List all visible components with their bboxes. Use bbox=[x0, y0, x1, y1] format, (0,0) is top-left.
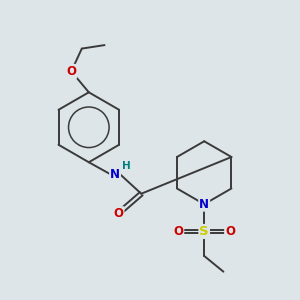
Text: O: O bbox=[173, 225, 183, 238]
Text: N: N bbox=[199, 198, 209, 211]
Text: O: O bbox=[225, 225, 235, 238]
Text: S: S bbox=[200, 225, 209, 238]
Text: O: O bbox=[66, 65, 76, 78]
Text: O: O bbox=[113, 207, 124, 220]
Text: H: H bbox=[122, 161, 130, 171]
Text: N: N bbox=[110, 168, 120, 181]
